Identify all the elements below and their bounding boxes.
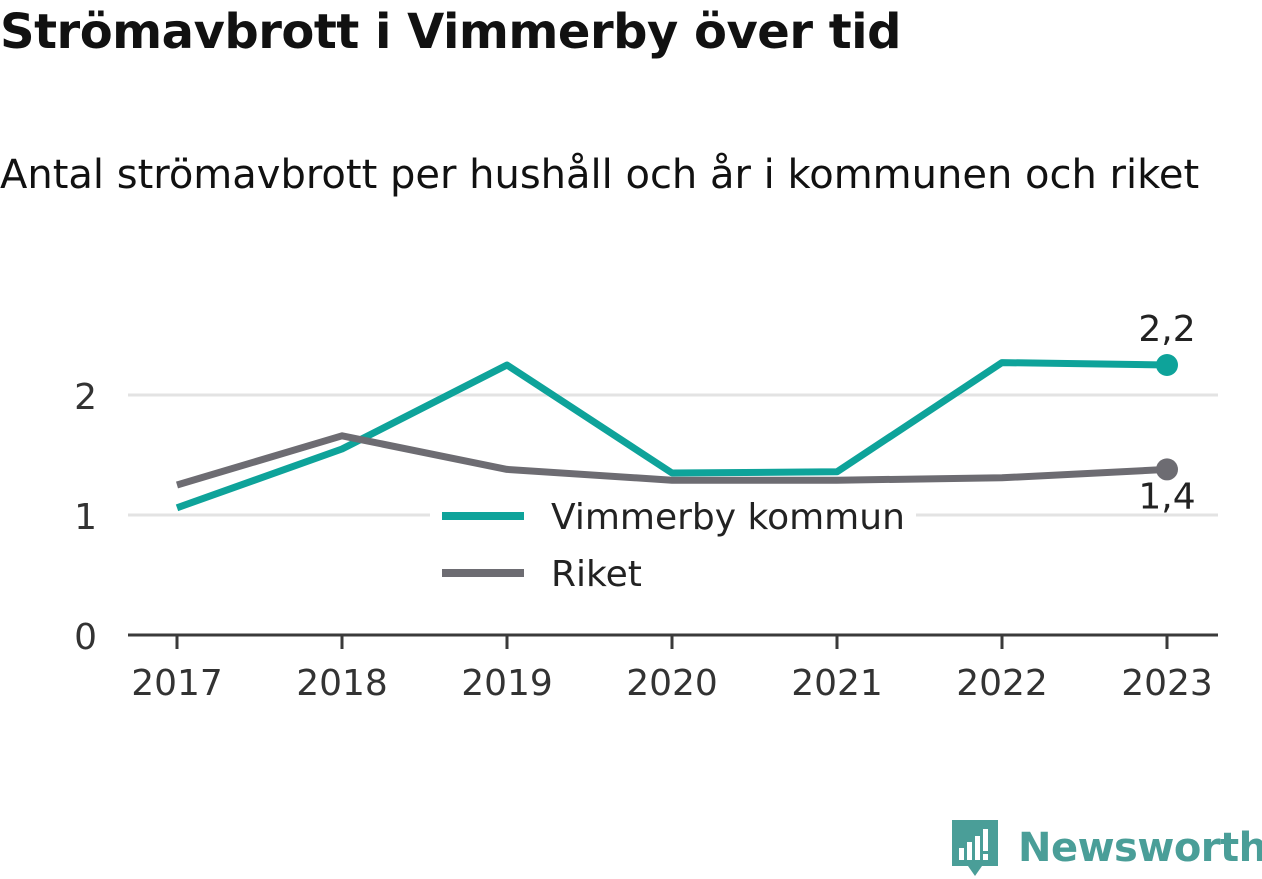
end-value-label: 2,2 — [1138, 309, 1195, 350]
end-labels: 2,2 1,4 — [1138, 309, 1195, 517]
series-end-point — [1156, 354, 1178, 376]
legend-label: Riket — [551, 554, 642, 595]
x-tick-label: 2021 — [791, 663, 883, 704]
y-tick-label: 1 — [74, 497, 97, 538]
x-tick-label: 2018 — [296, 663, 388, 704]
series-line — [175, 432, 1168, 489]
x-tick-label: 2019 — [461, 663, 553, 704]
series-lines — [175, 354, 1178, 512]
legend: Vimmerby kommun Riket — [430, 493, 916, 609]
bar-chart-speech-bubble-icon — [952, 820, 998, 876]
end-value-label: 1,4 — [1138, 476, 1195, 517]
x-tick-label: 2022 — [956, 663, 1048, 704]
series-end-point — [1156, 458, 1178, 481]
series-line — [175, 359, 1168, 512]
x-tick-label: 2023 — [1121, 663, 1213, 704]
x-tick-label: 2017 — [131, 663, 223, 704]
x-axis: 2017 2018 2019 2020 2021 2022 2023 — [128, 633, 1218, 704]
y-axis-tick-labels: 0 1 2 — [74, 377, 97, 658]
chart-title: Strömavbrott i Vimmerby över tid — [0, 4, 901, 60]
y-tick-label: 0 — [74, 617, 97, 658]
y-tick-label: 2 — [74, 377, 97, 418]
chart-subtitle: Antal strömavbrott per hushåll och år i … — [0, 152, 1200, 198]
brand-name: Newsworthy — [1018, 825, 1262, 871]
newsworthy-logo: Newsworthy — [950, 818, 1262, 878]
legend-label: Vimmerby kommun — [551, 497, 905, 538]
x-tick-label: 2020 — [626, 663, 718, 704]
